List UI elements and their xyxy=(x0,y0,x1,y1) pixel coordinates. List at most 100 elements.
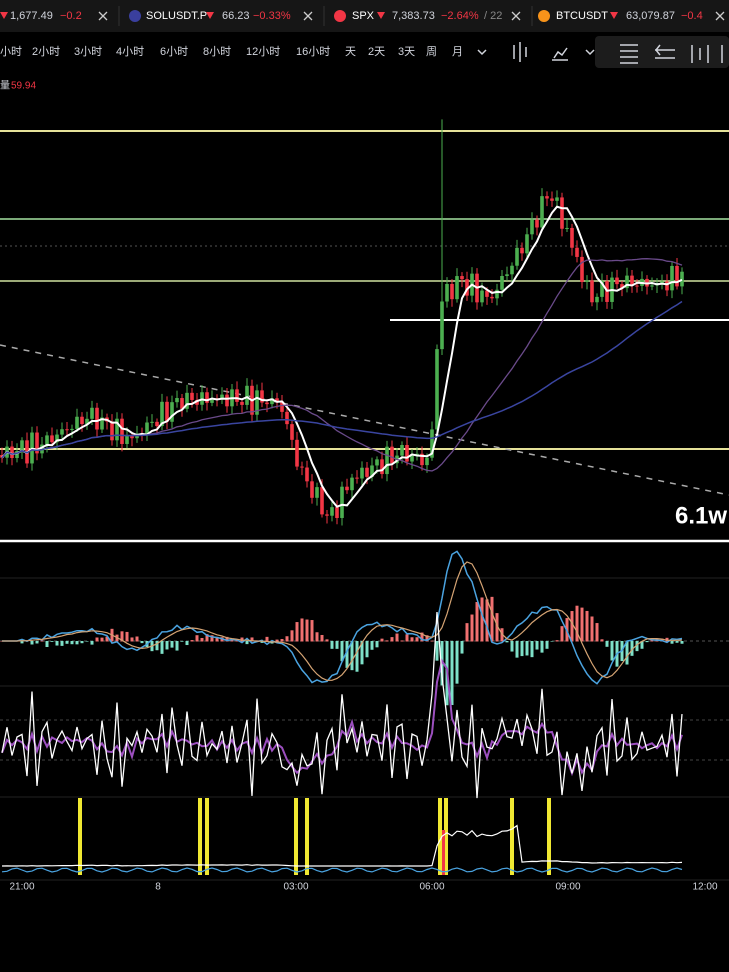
macd-bar xyxy=(460,641,464,654)
time-label: 06:00 xyxy=(419,882,444,893)
timeframe[interactable]: 天 xyxy=(345,46,356,58)
candle-body xyxy=(145,422,149,435)
timeframe[interactable]: 2天 xyxy=(368,46,385,58)
candle-body xyxy=(665,281,669,291)
close-icon[interactable] xyxy=(303,11,313,21)
candle-body xyxy=(165,401,169,422)
candle-body xyxy=(325,514,329,516)
time-label: 03:00 xyxy=(283,882,308,893)
toolbar-icons xyxy=(477,42,723,64)
ticker-symbol: SOLUSDT.P xyxy=(146,10,207,22)
macd-bar xyxy=(70,641,74,645)
candle-body xyxy=(635,285,639,287)
timeframe[interactable]: 月 xyxy=(452,46,463,58)
candle-body xyxy=(255,390,259,415)
candle-body xyxy=(530,219,534,235)
macd-bar xyxy=(320,634,324,642)
macd-bar xyxy=(520,641,524,657)
timeframe[interactable]: 2小时 xyxy=(32,45,60,58)
candle-body xyxy=(450,283,454,300)
candle-body xyxy=(445,283,449,302)
candle-body xyxy=(365,467,369,477)
candle-body xyxy=(65,429,69,431)
ticker-bar xyxy=(0,0,729,32)
volume-line xyxy=(1,867,683,873)
macd-bar xyxy=(80,641,84,644)
macd-bar xyxy=(675,641,679,643)
candle-body xyxy=(545,196,549,199)
candle-body xyxy=(560,197,564,229)
candle-body xyxy=(630,275,634,286)
candle-body xyxy=(95,407,99,430)
timeframe[interactable]: 6小时 xyxy=(160,45,188,58)
candle-body xyxy=(385,446,389,475)
macd-bar xyxy=(495,613,499,642)
candle-body xyxy=(405,445,409,462)
ticker-icon xyxy=(129,10,141,22)
ticker-icon xyxy=(334,10,346,22)
volume-ma xyxy=(1,824,683,867)
macd-bar xyxy=(95,637,99,642)
candle-body xyxy=(340,486,344,518)
macd-bar xyxy=(595,623,599,642)
macd-bar xyxy=(350,641,354,671)
macd-bar xyxy=(365,641,369,658)
macd-bar xyxy=(190,640,194,642)
candle-body xyxy=(575,247,579,257)
timeframe[interactable]: 8小时 xyxy=(203,45,231,58)
candle-body xyxy=(115,418,119,441)
macd-bar xyxy=(275,639,279,642)
candle-body xyxy=(580,256,584,282)
ticker-price: 1,677.49 xyxy=(10,10,53,22)
candle-body xyxy=(55,434,59,443)
macd-bar xyxy=(490,596,494,642)
timeframe[interactable]: 12小时 xyxy=(246,45,280,58)
macd-bar xyxy=(285,636,289,642)
candle-body xyxy=(180,398,184,409)
close-icon[interactable] xyxy=(511,11,521,21)
candle-body xyxy=(520,247,524,254)
macd-bar xyxy=(325,639,329,642)
timeframe[interactable]: 4小时 xyxy=(116,45,144,58)
close-icon[interactable] xyxy=(98,11,108,21)
volume-spike xyxy=(205,798,209,875)
ticker-extra: / 22 xyxy=(484,10,502,22)
macd-bar xyxy=(525,641,529,656)
macd-bar xyxy=(120,631,124,642)
candle-body xyxy=(680,271,684,287)
down-arrow xyxy=(206,12,214,19)
macd-bar xyxy=(370,641,374,650)
candle-body xyxy=(310,481,314,498)
volume-value: 59.94 xyxy=(11,81,36,92)
candle-body xyxy=(425,457,429,466)
candle-body xyxy=(285,411,289,425)
candle-body xyxy=(45,435,49,445)
candle-body xyxy=(360,467,364,479)
candle-body xyxy=(15,451,19,459)
timeframe[interactable]: 16小时 xyxy=(296,45,330,58)
candle-body xyxy=(570,227,574,248)
close-icon[interactable] xyxy=(715,11,725,21)
timeframe[interactable]: 周 xyxy=(426,45,437,58)
moving-average xyxy=(1,258,683,472)
macd-bar xyxy=(200,637,204,642)
macd-bar xyxy=(100,637,104,642)
macd-bar xyxy=(85,641,89,642)
candle-body xyxy=(125,435,129,444)
signal-line xyxy=(2,561,683,681)
macd-bar xyxy=(130,637,134,642)
timeframe[interactable]: 3小时 xyxy=(74,45,102,58)
candle-body xyxy=(495,289,499,299)
candle-body xyxy=(585,280,589,282)
volume-spike xyxy=(294,798,298,875)
candle-body xyxy=(505,274,509,276)
candle-body xyxy=(410,454,414,462)
macd-bar xyxy=(165,641,169,650)
timeframe[interactable]: 小时 xyxy=(0,45,22,58)
macd-bar xyxy=(390,637,394,642)
macd-bar xyxy=(125,631,129,642)
candle-body xyxy=(390,446,394,464)
timeframe[interactable]: 3天 xyxy=(398,46,415,58)
macd-bar xyxy=(630,641,634,656)
